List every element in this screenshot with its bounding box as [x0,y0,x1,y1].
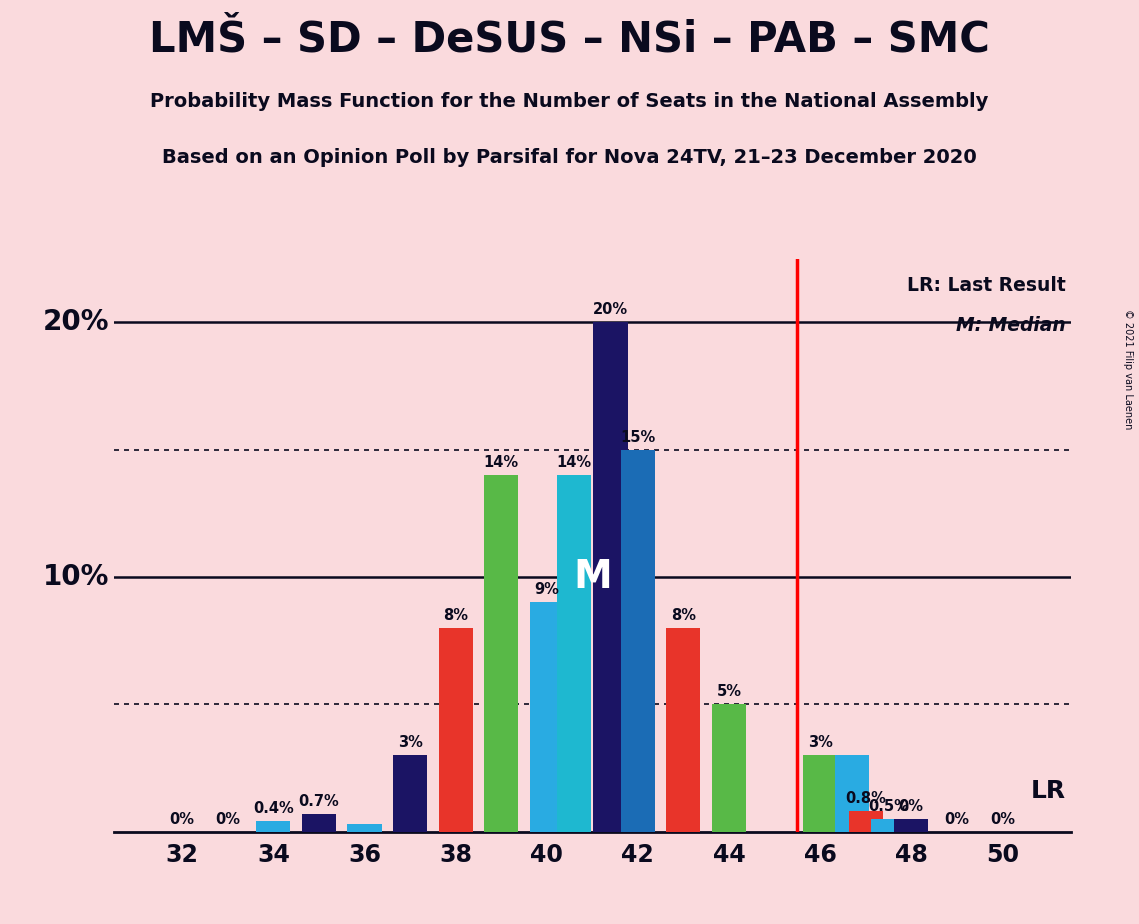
Bar [803,755,837,832]
Text: 0.8%: 0.8% [845,791,886,806]
Text: Based on an Opinion Poll by Parsifal for Nova 24TV, 21–23 December 2020: Based on an Opinion Poll by Parsifal for… [162,148,977,167]
Text: M: Median: M: Median [956,316,1066,335]
Bar [712,704,746,832]
Bar [849,811,883,832]
Text: 20%: 20% [43,309,109,336]
Text: 0%: 0% [215,811,240,826]
Text: 10%: 10% [43,563,109,591]
Bar [835,755,869,832]
Text: LR: LR [1031,779,1066,803]
Bar [256,821,290,832]
Bar [530,602,564,832]
Bar [484,475,518,832]
Bar [347,824,382,832]
Text: 14%: 14% [484,455,518,470]
Bar [302,814,336,832]
Text: 14%: 14% [557,455,591,470]
Text: 5%: 5% [716,684,741,699]
Text: 3%: 3% [808,736,833,750]
Bar [666,628,700,832]
Bar [593,322,628,832]
Text: M: M [573,558,612,596]
Bar [393,755,427,832]
Text: 15%: 15% [621,430,655,444]
Text: 0.5%: 0.5% [868,798,909,814]
Bar [557,475,591,832]
Text: 20%: 20% [593,302,628,317]
Text: © 2021 Filip van Laenen: © 2021 Filip van Laenen [1123,310,1133,430]
Text: LR: Last Result: LR: Last Result [907,276,1066,295]
Text: 8%: 8% [443,608,468,623]
Text: 8%: 8% [671,608,696,623]
Text: 0.7%: 0.7% [298,794,339,808]
Text: 0%: 0% [899,798,924,814]
Bar [439,628,473,832]
Bar [894,819,928,832]
Text: 0%: 0% [170,811,195,826]
Text: 3%: 3% [398,736,423,750]
Text: LMŠ – SD – DeSUS – NSi – PAB – SMC: LMŠ – SD – DeSUS – NSi – PAB – SMC [149,18,990,60]
Text: 9%: 9% [534,582,559,597]
Text: Probability Mass Function for the Number of Seats in the National Assembly: Probability Mass Function for the Number… [150,92,989,112]
Bar [621,450,655,832]
Text: 0.4%: 0.4% [253,801,294,816]
Text: 0%: 0% [990,811,1015,826]
Bar [871,819,906,832]
Text: 0%: 0% [944,811,969,826]
